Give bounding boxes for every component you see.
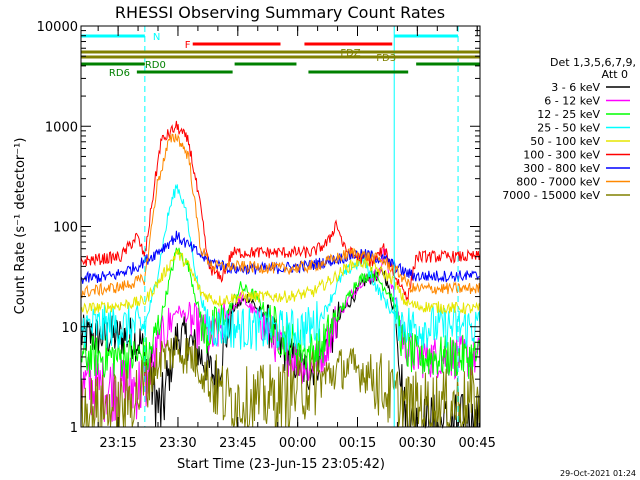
flag-label-f: F bbox=[185, 40, 191, 51]
legend-label-2: 6 - 12 keV bbox=[544, 95, 600, 108]
y-tick-label-1: 1 bbox=[70, 421, 78, 436]
x-tick-label-3: 23:45 bbox=[219, 436, 256, 451]
flag-label-n: N bbox=[153, 32, 160, 43]
series-line-3 bbox=[80, 247, 481, 379]
flag-label-fdz: FDZ bbox=[340, 48, 360, 59]
legend-label-3: 12 - 25 keV bbox=[537, 108, 600, 121]
x-tick-label-7: 00:45 bbox=[458, 436, 495, 451]
x-tick-label-5: 00:15 bbox=[339, 436, 376, 451]
legend-label-1: 3 - 6 keV bbox=[551, 81, 600, 94]
series-line-8 bbox=[80, 133, 481, 299]
x-tick-label-6: 00:30 bbox=[399, 436, 436, 451]
x-tick-label-4: 00:00 bbox=[279, 436, 316, 451]
x-axis-label: Start Time (23-Jun-15 23:05:42) bbox=[177, 457, 385, 472]
flag-label-rd6: RD6 bbox=[109, 68, 130, 79]
legend-attenuator: Att 0 bbox=[602, 68, 628, 81]
plot-area: N F FDZ FD3 RD0 RD6 23:15 23:30 23:45 00:00 00:15 0… bbox=[37, 20, 496, 451]
series-line-6 bbox=[80, 120, 481, 302]
chart-title: RHESSI Observing Summary Count Rates bbox=[115, 3, 445, 22]
legend-label-9: 7000 - 15000 keV bbox=[502, 189, 600, 202]
x-tick-label-2: 23:30 bbox=[159, 436, 196, 451]
y-tick-label-4: 1000 bbox=[45, 120, 78, 135]
x-tick-label-1: 23:15 bbox=[99, 436, 136, 451]
series-line-4 bbox=[80, 183, 481, 353]
plot-frame bbox=[80, 25, 481, 428]
flag-label-rd0: RD0 bbox=[145, 60, 166, 71]
y-tick-label-5: 10000 bbox=[37, 20, 78, 35]
series-line-9 bbox=[80, 335, 481, 428]
legend-label-6: 100 - 300 keV bbox=[523, 149, 600, 162]
y-tick-label-2: 10 bbox=[61, 321, 78, 336]
y-axis-label: Count Rate (s⁻¹ detector⁻¹) bbox=[13, 138, 28, 315]
legend-label-4: 25 - 50 keV bbox=[537, 122, 600, 135]
series-line-2 bbox=[80, 247, 481, 422]
footer-date: 29-Oct-2021 01:24 bbox=[560, 469, 636, 478]
y-tick-label-3: 100 bbox=[53, 221, 78, 236]
legend-header: Det 1,3,5,6,7,9, bbox=[550, 56, 636, 69]
legend-label-8: 800 - 7000 keV bbox=[516, 176, 600, 189]
legend-label-7: 300 - 800 keV bbox=[523, 162, 600, 175]
series-line-5 bbox=[80, 249, 481, 316]
flag-label-fd3: FD3 bbox=[376, 53, 396, 64]
legend-label-5: 50 - 100 keV bbox=[530, 135, 600, 148]
